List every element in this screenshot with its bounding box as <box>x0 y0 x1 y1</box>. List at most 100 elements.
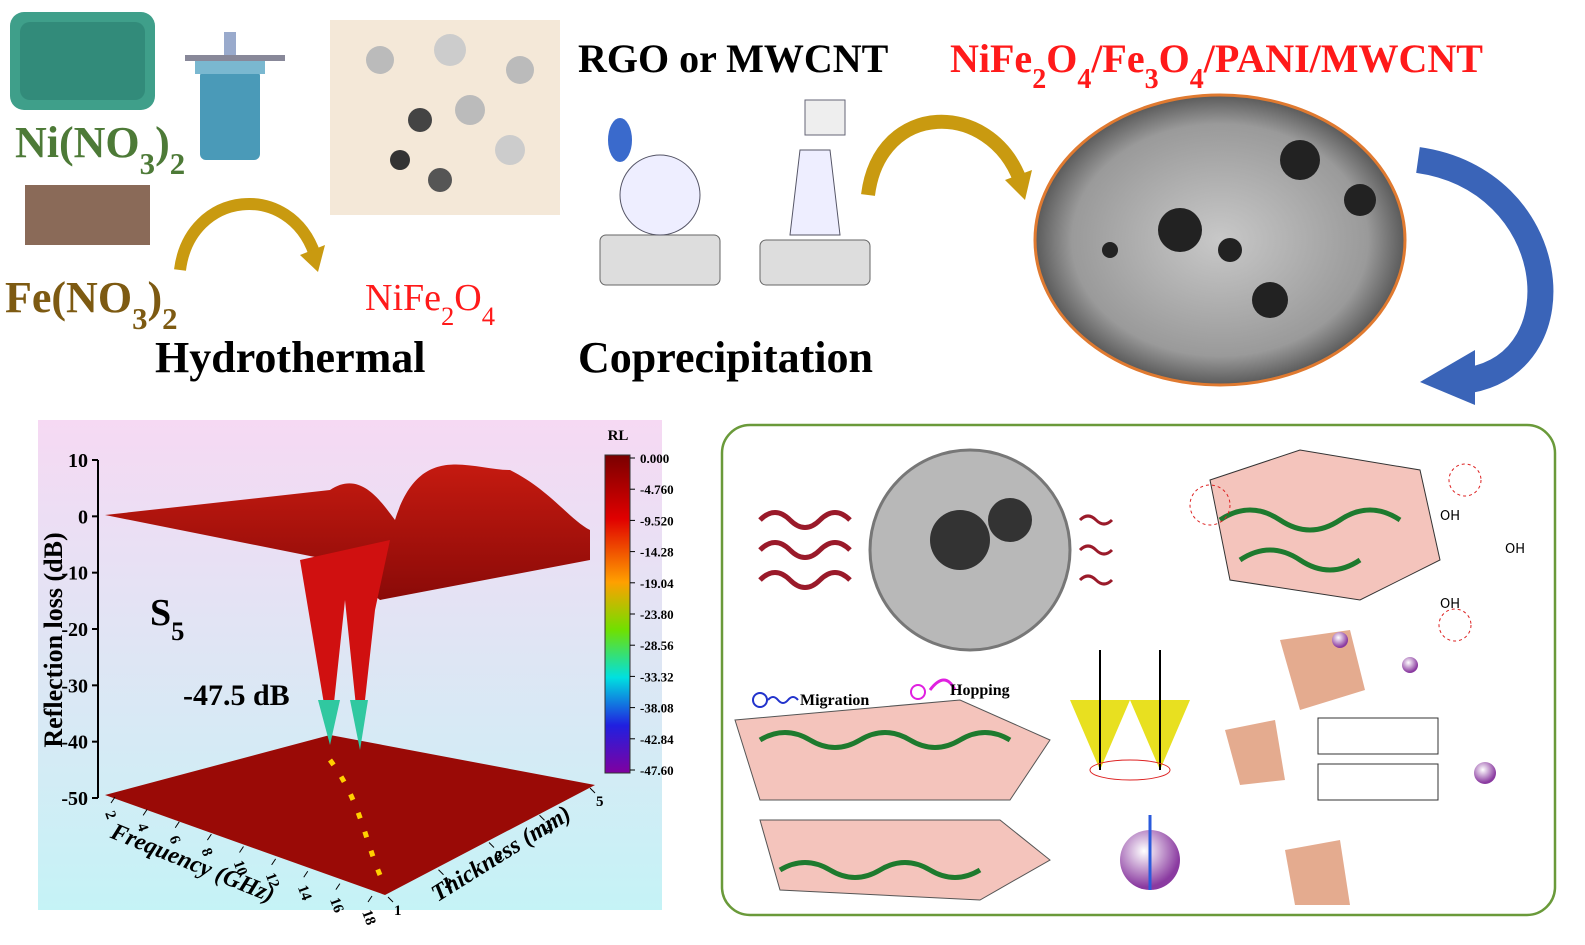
shape <box>1402 657 1418 673</box>
shape <box>1280 630 1365 710</box>
text-part: 4 <box>482 301 495 331</box>
interfacial-polarization <box>1225 630 1496 905</box>
shape <box>758 540 852 560</box>
x-tick <box>239 846 244 853</box>
shape <box>1102 242 1118 258</box>
shape <box>1158 208 1202 252</box>
shape <box>608 118 632 162</box>
shape <box>758 570 852 590</box>
text-part: ) <box>147 273 162 322</box>
stirrer-setup <box>599 99 871 286</box>
shape <box>752 692 768 708</box>
x-tick <box>110 796 116 804</box>
shape <box>619 154 701 236</box>
hopping-label: Hopping <box>950 682 1010 699</box>
z-tick <box>488 842 495 848</box>
shape <box>767 696 799 704</box>
process-arrow <box>174 198 321 271</box>
x-tick <box>174 821 180 829</box>
composite-title: NiFe2O4/Fe3O4/PANI/MWCNT <box>950 36 1483 95</box>
colorbar-tick-label: -33.32 <box>640 669 674 684</box>
y-axis-label: Reflection loss (dB) <box>39 532 68 747</box>
text-part: O <box>1046 36 1077 81</box>
x-tick-label: 10 <box>230 858 250 878</box>
text-part: 2 <box>162 302 177 336</box>
polarization-sheet <box>1189 449 1482 642</box>
shape <box>408 108 432 132</box>
shape <box>455 95 485 125</box>
conduction-layers <box>734 678 1051 901</box>
ni-nitrate-label: Ni(NO3)2 <box>15 118 185 181</box>
arrow-head <box>300 245 325 272</box>
shape <box>185 55 285 61</box>
hydrothermal-label: Hydrothermal <box>155 333 426 382</box>
oh-label: OH <box>1505 542 1525 557</box>
text-part: 5 <box>171 616 184 646</box>
text-part: /Fe <box>1090 36 1144 81</box>
migration-label: Migration <box>800 692 869 709</box>
shape <box>1474 762 1496 784</box>
colorbar <box>604 454 631 774</box>
text-part: ) <box>155 118 170 167</box>
shape <box>1317 717 1439 755</box>
x-tick-label: 12 <box>262 871 282 891</box>
shape <box>758 730 1012 880</box>
text-part: O <box>454 277 481 319</box>
shape <box>1285 840 1350 905</box>
x-tick-label: 14 <box>294 883 314 903</box>
shape <box>366 46 394 74</box>
x-tick <box>206 833 212 841</box>
text-part: 2 <box>441 301 454 331</box>
shape <box>758 510 852 530</box>
text-part: 3 <box>140 147 155 181</box>
y-tick-label: -40 <box>61 732 88 754</box>
shape <box>1252 282 1288 318</box>
x-tick-label: 18 <box>358 908 378 928</box>
em-wave-absorption <box>758 448 1114 652</box>
shape <box>428 168 452 192</box>
shape <box>1438 608 1472 642</box>
shape <box>1225 720 1285 785</box>
shape <box>1280 140 1320 180</box>
colorbar-tick-label: 0.000 <box>640 451 669 466</box>
shape <box>1078 514 1114 586</box>
colorbar-tick-label: -42.84 <box>640 732 674 747</box>
colorbar-tick-label: -47.60 <box>640 763 674 778</box>
tem-image <box>1033 93 1407 387</box>
oh-label: OH <box>1440 509 1460 524</box>
text-part: 2 <box>1032 64 1046 95</box>
shape <box>195 58 265 74</box>
text-part: /PANI/MWCNT <box>1203 36 1484 81</box>
y-tick-label: -30 <box>61 675 88 697</box>
z-tick <box>589 787 596 794</box>
shape <box>1448 463 1482 497</box>
text-part: 4 <box>1077 64 1091 95</box>
arrow-head <box>1005 170 1032 200</box>
shape <box>506 56 534 84</box>
photo-texture <box>20 22 145 100</box>
shape <box>1332 632 1348 648</box>
z-tick-label: 5 <box>596 794 604 810</box>
shape <box>495 135 525 165</box>
text-part: Ni(NO <box>15 118 140 167</box>
z-tick-label: 2 <box>445 876 453 892</box>
shape <box>1189 484 1231 526</box>
crystal-structure <box>330 20 560 215</box>
shape <box>734 699 1051 801</box>
spin-precession <box>1070 650 1190 890</box>
shape <box>1317 763 1439 801</box>
shape <box>930 510 990 570</box>
y-tick-label: -50 <box>61 788 88 810</box>
text-part: 3 <box>1145 64 1159 95</box>
colorbar-tick-label: -4.760 <box>640 482 674 497</box>
text-part: NiFe <box>950 36 1032 81</box>
text-part: O <box>1159 36 1190 81</box>
x-tick <box>271 858 277 866</box>
fe-nitrate-label: Fe(NO3)2 <box>5 273 178 336</box>
shape <box>804 99 846 136</box>
oh-label: OH <box>1440 597 1460 612</box>
colorbar-tick-label: -28.56 <box>640 638 674 653</box>
colorbar-tick-label: -19.04 <box>640 576 674 591</box>
nife2o4-label: NiFe2O4 <box>365 277 495 331</box>
